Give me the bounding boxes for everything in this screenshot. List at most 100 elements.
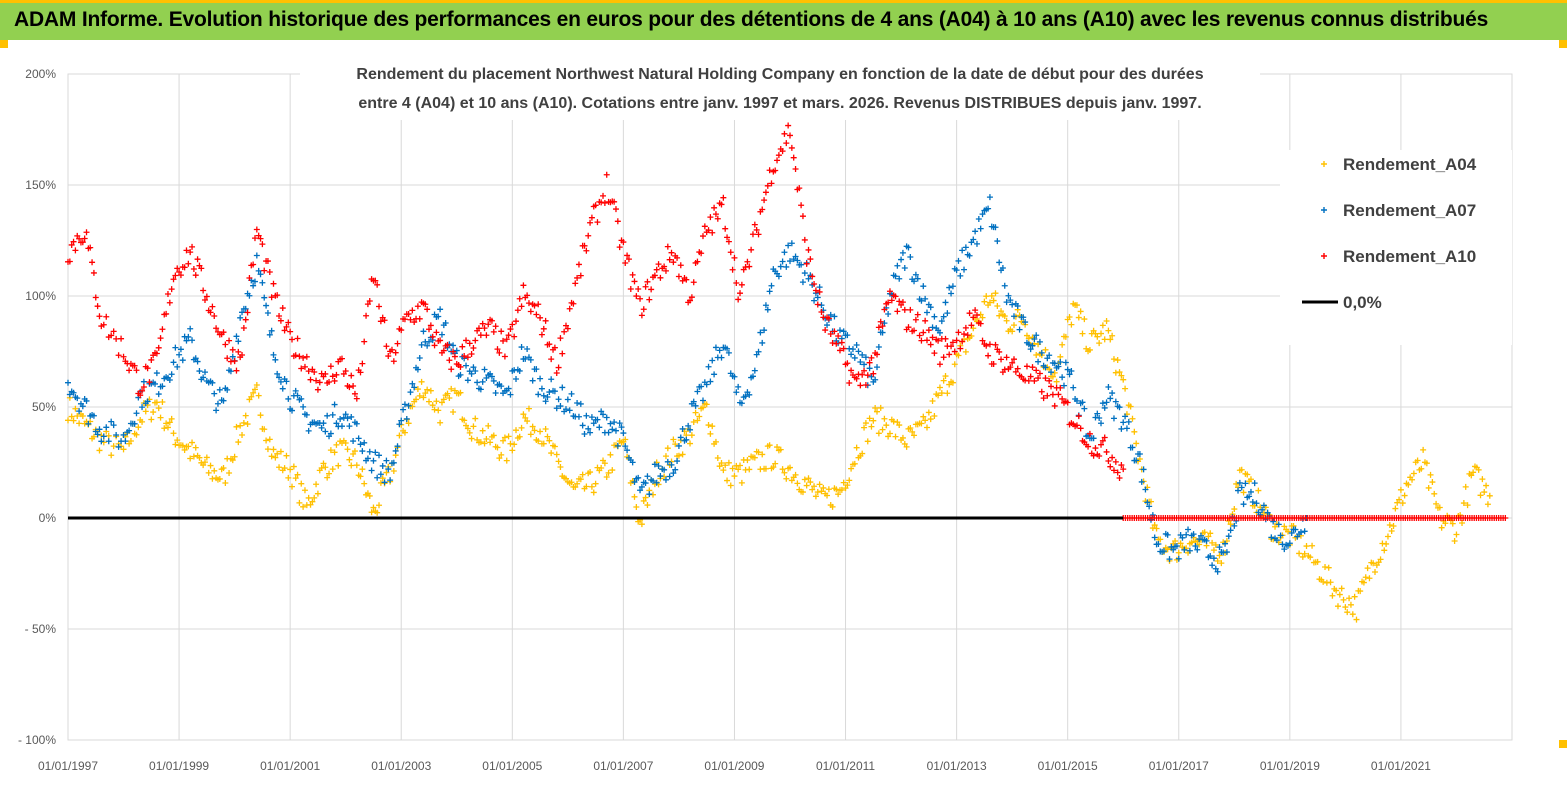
data-point xyxy=(503,457,510,464)
data-point xyxy=(1057,359,1064,366)
data-point xyxy=(333,441,340,448)
data-point xyxy=(405,402,412,409)
data-point xyxy=(1188,539,1195,546)
data-point xyxy=(687,297,694,304)
data-point xyxy=(859,450,866,457)
data-point xyxy=(1120,376,1127,383)
data-point xyxy=(1197,532,1204,539)
data-point xyxy=(746,466,753,473)
data-point xyxy=(827,311,834,318)
data-point xyxy=(1436,504,1443,511)
data-point xyxy=(1114,357,1121,364)
data-point xyxy=(907,306,914,313)
data-point xyxy=(277,378,284,385)
data-point xyxy=(1307,554,1314,561)
data-point xyxy=(674,458,681,465)
chart-area: 200% 150% 100% 50% 0% - 50% - 100% 01/01/1997 0… xyxy=(0,40,1567,790)
data-point xyxy=(537,375,544,382)
data-point xyxy=(414,386,421,393)
data-point xyxy=(153,350,160,357)
data-point xyxy=(1073,397,1080,404)
data-point xyxy=(396,421,403,428)
data-point xyxy=(868,354,875,361)
data-point xyxy=(746,391,753,398)
data-point xyxy=(1281,546,1288,553)
data-point xyxy=(231,453,238,460)
data-point xyxy=(272,454,279,461)
data-point xyxy=(607,451,614,458)
data-point xyxy=(801,236,808,243)
data-point xyxy=(914,311,921,318)
data-point xyxy=(357,473,364,480)
y-tick-label: 0% xyxy=(39,511,57,525)
data-point xyxy=(333,371,340,378)
data-point xyxy=(133,410,140,417)
data-point xyxy=(1381,547,1388,554)
data-point xyxy=(762,189,769,196)
data-point xyxy=(590,489,597,496)
data-point xyxy=(1001,313,1008,320)
data-point xyxy=(277,448,284,455)
data-point xyxy=(600,411,607,418)
data-point xyxy=(655,261,662,268)
data-point xyxy=(735,296,742,303)
data-point xyxy=(923,337,930,344)
data-point xyxy=(1192,542,1199,549)
data-point xyxy=(459,343,466,350)
data-point xyxy=(196,368,203,375)
data-point xyxy=(1227,521,1234,528)
data-point xyxy=(1122,385,1129,392)
data-point xyxy=(1073,422,1080,429)
data-point xyxy=(922,295,929,302)
data-point xyxy=(703,401,710,408)
data-point xyxy=(733,279,740,286)
data-point xyxy=(620,239,627,246)
data-point xyxy=(1392,505,1399,512)
data-point xyxy=(287,466,294,473)
data-point xyxy=(174,437,181,444)
data-point xyxy=(172,441,179,448)
data-point xyxy=(1016,326,1023,333)
data-point xyxy=(1484,501,1491,508)
data-point xyxy=(1222,540,1229,547)
data-point xyxy=(666,256,673,263)
data-point xyxy=(764,306,771,313)
data-point xyxy=(316,379,323,386)
data-point xyxy=(587,219,594,226)
data-point xyxy=(1040,395,1047,402)
data-point xyxy=(148,356,155,363)
data-point xyxy=(990,297,997,304)
data-point xyxy=(646,491,653,498)
data-point xyxy=(936,361,943,368)
legend-plus-marker xyxy=(1321,253,1327,259)
data-point xyxy=(1142,486,1149,493)
data-point xyxy=(1186,547,1193,554)
data-point xyxy=(261,267,268,274)
data-point xyxy=(192,444,199,451)
data-point xyxy=(962,244,969,251)
data-point xyxy=(840,479,847,486)
data-point xyxy=(601,200,608,207)
data-point xyxy=(240,324,247,331)
data-point xyxy=(951,348,958,355)
data-point xyxy=(759,206,766,213)
data-point xyxy=(983,342,990,349)
data-point xyxy=(1216,544,1223,551)
data-point xyxy=(916,332,923,339)
data-point xyxy=(1064,366,1071,373)
data-point xyxy=(1042,364,1049,371)
data-point xyxy=(1051,360,1058,367)
data-point xyxy=(118,335,125,342)
data-point xyxy=(179,357,186,364)
data-point xyxy=(785,122,792,129)
data-point xyxy=(901,264,908,271)
data-point xyxy=(642,283,649,290)
data-point xyxy=(94,303,101,310)
data-point xyxy=(259,241,266,248)
data-point xyxy=(949,379,956,386)
data-point xyxy=(418,341,425,348)
data-point xyxy=(562,406,569,413)
data-point xyxy=(183,337,190,344)
data-point xyxy=(1464,502,1471,509)
data-point xyxy=(855,348,862,355)
